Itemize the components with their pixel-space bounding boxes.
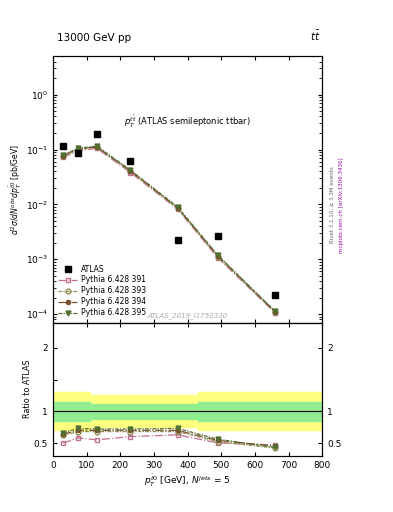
Pythia 6.428 394 [175,205,180,211]
Pythia 6.428 391 [216,255,220,261]
Pythia 6.428 395 [175,204,180,210]
Pythia 6.428 391 [128,169,133,176]
ATLAS [128,158,133,164]
Text: mcplots.cern.ch [arXiv:1306.3436]: mcplots.cern.ch [arXiv:1306.3436] [339,157,344,252]
Pythia 6.428 391 [76,147,81,154]
Pythia 6.428 393 [61,153,66,159]
Line: Pythia 6.428 395: Pythia 6.428 395 [61,144,277,314]
Line: Pythia 6.428 394: Pythia 6.428 394 [61,145,277,314]
ATLAS [94,131,99,137]
Pythia 6.428 391 [61,154,66,160]
Pythia 6.428 395 [216,252,220,259]
Pythia 6.428 393 [216,254,220,260]
Pythia 6.428 394 [94,144,99,150]
Line: Pythia 6.428 391: Pythia 6.428 391 [61,146,277,315]
Pythia 6.428 393 [76,146,81,153]
X-axis label: $p^{\bar{t}0}_T$ [GeV], $N^{jets}$ = 5: $p^{\bar{t}0}_T$ [GeV], $N^{jets}$ = 5 [145,472,231,488]
Pythia 6.428 393 [175,205,180,211]
Pythia 6.428 391 [94,145,99,152]
Pythia 6.428 393 [128,168,133,175]
ATLAS [76,151,81,157]
Pythia 6.428 393 [94,144,99,151]
Text: Rivet 3.1.10, ≥ 3.3M events: Rivet 3.1.10, ≥ 3.3M events [330,166,335,243]
ATLAS [175,238,180,244]
Pythia 6.428 394 [273,309,277,315]
Pythia 6.428 391 [273,310,277,316]
Line: Pythia 6.428 393: Pythia 6.428 393 [61,145,277,315]
Text: 13000 GeV pp: 13000 GeV pp [57,33,131,43]
Pythia 6.428 395 [61,152,66,158]
Pythia 6.428 395 [94,143,99,150]
Text: $p_T^{t\bar{t}}$ (ATLAS semileptonic ttbar): $p_T^{t\bar{t}}$ (ATLAS semileptonic ttb… [124,114,251,130]
Text: $t\bar{t}$: $t\bar{t}$ [310,29,320,43]
Text: ATLAS_2019_I1750330: ATLAS_2019_I1750330 [147,312,228,319]
ATLAS [216,233,220,240]
Pythia 6.428 395 [76,145,81,151]
ATLAS [61,143,66,150]
Pythia 6.428 395 [128,167,133,173]
Pythia 6.428 394 [128,167,133,174]
Pythia 6.428 394 [76,146,81,152]
Y-axis label: $d^2\sigma / dN^{obs} dp^{\bar{t}0}_T$ [pb/GeV]: $d^2\sigma / dN^{obs} dp^{\bar{t}0}_T$ [… [8,144,24,235]
Pythia 6.428 395 [273,308,277,314]
Pythia 6.428 391 [175,206,180,212]
Line: ATLAS: ATLAS [60,131,278,298]
Y-axis label: Ratio to ATLAS: Ratio to ATLAS [24,360,33,418]
Pythia 6.428 394 [61,153,66,159]
Pythia 6.428 393 [273,309,277,315]
ATLAS [273,292,277,298]
Legend: ATLAS, Pythia 6.428 391, Pythia 6.428 393, Pythia 6.428 394, Pythia 6.428 395: ATLAS, Pythia 6.428 391, Pythia 6.428 39… [57,263,147,319]
Pythia 6.428 394 [216,253,220,259]
